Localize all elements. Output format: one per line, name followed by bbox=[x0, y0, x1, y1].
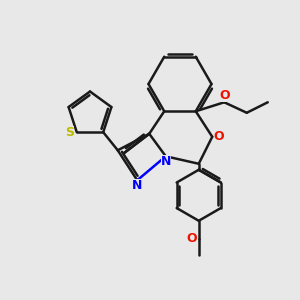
Text: O: O bbox=[214, 130, 224, 143]
Text: O: O bbox=[219, 89, 230, 102]
Text: S: S bbox=[65, 126, 74, 139]
Text: N: N bbox=[160, 155, 171, 168]
Text: O: O bbox=[186, 232, 196, 245]
Text: N: N bbox=[132, 179, 142, 192]
